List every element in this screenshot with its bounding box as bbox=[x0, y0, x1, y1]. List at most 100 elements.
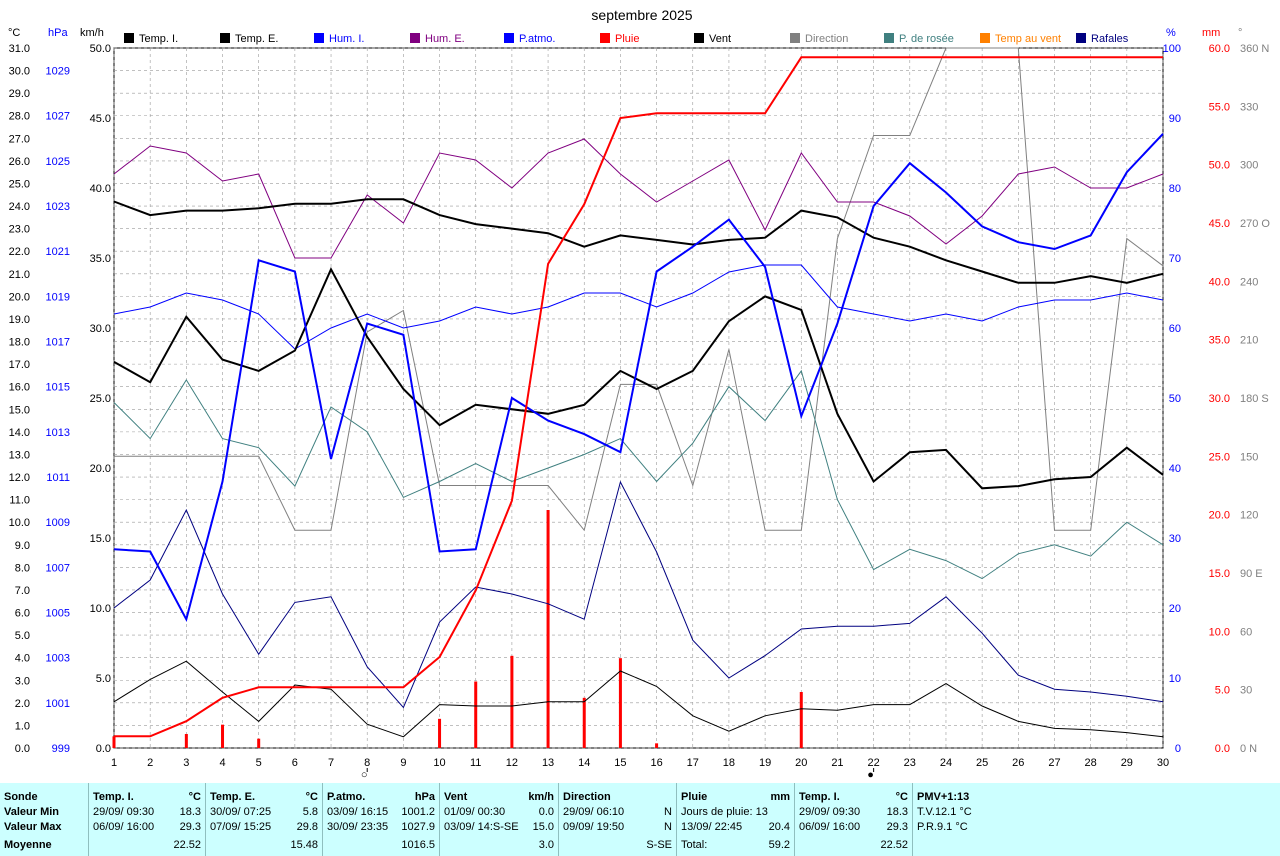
stats-tempi2-max-val: 29.3 bbox=[886, 821, 908, 833]
legend-label: Hum. E. bbox=[425, 33, 465, 45]
rain-tick-label: 55.0 bbox=[1209, 101, 1230, 113]
stats-tempi-min-val: 18.3 bbox=[179, 806, 201, 818]
stats-tempe-max-val: 29.8 bbox=[296, 821, 318, 833]
rain-tick-label: 45.0 bbox=[1209, 218, 1230, 230]
hum-tick-label: 60 bbox=[1169, 323, 1181, 335]
temp-tick-label: 29.0 bbox=[9, 88, 30, 100]
legend-swatch bbox=[314, 33, 324, 43]
day-tick-label: 5 bbox=[256, 757, 262, 769]
stats-tempe-avg: 15.48 bbox=[290, 839, 318, 851]
day-tick-label: 13 bbox=[542, 757, 554, 769]
temp-tick-label: 6.0 bbox=[15, 608, 30, 620]
rain-tick-label: 60.0 bbox=[1209, 43, 1230, 55]
legend-label: P. de rosée bbox=[899, 33, 954, 45]
stats-direction-max-val: N bbox=[664, 821, 672, 833]
dir-tick-label: 300 bbox=[1240, 160, 1258, 172]
rain-axis: 60.0 55.0 50.0 45.0 40.0 35.0 30.0 25.0 20.0 15.0… bbox=[1209, 43, 1230, 755]
series-line-p-de-ros-e bbox=[113, 369, 1164, 580]
rain-tick-label: 5.0 bbox=[1215, 685, 1230, 697]
day-tick-label: 30 bbox=[1157, 757, 1169, 769]
dir-tick-label: 90 E bbox=[1240, 568, 1263, 580]
rain-tick-label: 15.0 bbox=[1209, 568, 1230, 580]
day-tick-label: 29 bbox=[1121, 757, 1133, 769]
stats-label-max: Valeur Max bbox=[4, 821, 62, 833]
wind-tick-label: 40.0 bbox=[90, 183, 111, 195]
series-line-hum-i bbox=[113, 264, 1164, 350]
hum-tick-label: 20 bbox=[1169, 603, 1181, 615]
legend-label: Pluie bbox=[615, 33, 639, 45]
wind-tick-label: 30.0 bbox=[90, 323, 111, 335]
stats-vent-min-date: 01/09/ 00:30 bbox=[444, 806, 506, 818]
temp-tick-label: 19.0 bbox=[9, 314, 30, 326]
day-tick-label: 9 bbox=[400, 757, 406, 769]
legend-swatch bbox=[1076, 33, 1086, 43]
rain-tick-label: 10.0 bbox=[1209, 626, 1230, 638]
chart-legend: Temp. I. Temp. E. Hum. I. Hum. E. P.atmo. Plu… bbox=[124, 33, 1129, 45]
stats-col-tempe: Temp. E. °C 30/09/ 07:25 5.8 07/09/ 15:25 2… bbox=[206, 783, 323, 856]
temp-tick-label: 12.0 bbox=[9, 472, 30, 484]
stats-vent-header: Vent bbox=[444, 791, 468, 803]
series-line-hum-e bbox=[113, 138, 1164, 259]
press-tick-label: 1017 bbox=[46, 337, 70, 349]
legend-swatch bbox=[790, 33, 800, 43]
stats-pluie-unit: mm bbox=[770, 791, 790, 803]
day-tick-label: 12 bbox=[506, 757, 518, 769]
wind-tick-label: 20.0 bbox=[90, 463, 111, 475]
rain-bar bbox=[438, 718, 442, 748]
stats-tempi-avg: 22.52 bbox=[173, 839, 201, 851]
stats-col-direction: Direction 29/09/ 06:10 N 09/09/ 19:50 N S-… bbox=[559, 783, 677, 856]
rain-tick-label: 35.0 bbox=[1209, 335, 1230, 347]
dir-tick-label: 150 bbox=[1240, 451, 1258, 463]
wind-axis: 50.0 45.0 40.0 35.0 30.0 25.0 20.0 15.0 10.0 5.0 0… bbox=[90, 43, 111, 755]
wind-tick-label: 50.0 bbox=[90, 43, 111, 55]
series-line-temp-i bbox=[113, 198, 1164, 284]
stats-pluie-max-val: 20.4 bbox=[768, 821, 790, 833]
day-tick-label: 22 bbox=[867, 757, 879, 769]
temp-tick-label: 0.0 bbox=[15, 743, 30, 755]
press-tick-label: 1021 bbox=[46, 246, 70, 258]
wind-tick-label: 35.0 bbox=[90, 253, 111, 265]
stats-patmo-min-date: 03/09/ 16:15 bbox=[327, 806, 389, 818]
hum-tick-label: 50 bbox=[1169, 393, 1181, 405]
rain-bar bbox=[618, 658, 622, 748]
series-line-p-atmo bbox=[113, 133, 1164, 623]
legend-label: P.atmo. bbox=[519, 33, 556, 45]
rain-bar bbox=[184, 734, 188, 748]
rain-tick-label: 0.0 bbox=[1215, 743, 1230, 755]
temp-tick-label: 8.0 bbox=[15, 562, 30, 574]
stats-vent-min-val: 0.0 bbox=[538, 806, 554, 818]
stats-col-patmo: P.atmo. hPa 03/09/ 16:15 1001.2 30/09/ 23:… bbox=[323, 783, 440, 856]
moon-phase-marks: ○ ● bbox=[361, 768, 875, 781]
stats-direction-min-val: N bbox=[664, 806, 672, 818]
stats-patmo-unit: hPa bbox=[414, 791, 435, 803]
press-tick-label: 1015 bbox=[46, 382, 70, 394]
stats-tempi2-unit: °C bbox=[895, 791, 908, 803]
temp-unit-label: °C bbox=[8, 27, 20, 39]
legend-label: Temp au vent bbox=[995, 33, 1061, 45]
day-tick-label: 15 bbox=[614, 757, 626, 769]
day-tick-label: 19 bbox=[759, 757, 771, 769]
press-unit-label: hPa bbox=[48, 27, 68, 39]
stats-pmv-pr: P.R.9.1 °C bbox=[917, 821, 968, 833]
temp-tick-label: 20.0 bbox=[9, 291, 30, 303]
stats-pluie-total: 59.2 bbox=[768, 839, 790, 851]
dir-tick-label: 270 O bbox=[1240, 218, 1270, 230]
dir-tick-label: 0 N bbox=[1240, 743, 1257, 755]
temp-tick-label: 14.0 bbox=[9, 427, 30, 439]
stats-direction-avg: S-SE bbox=[646, 839, 672, 851]
stats-pluie-total-label: Total: bbox=[681, 839, 708, 851]
day-tick-label: 18 bbox=[723, 757, 735, 769]
temp-tick-label: 27.0 bbox=[9, 133, 30, 145]
wind-unit-label: km/h bbox=[80, 27, 104, 39]
day-tick-label: 8 bbox=[364, 757, 370, 769]
legend-label: Temp. E. bbox=[235, 33, 278, 45]
stats-patmo-header: P.atmo. bbox=[327, 791, 366, 803]
stats-pluie-days: Jours de pluie: 13 bbox=[681, 806, 768, 818]
day-tick-label: 6 bbox=[292, 757, 298, 769]
hum-tick-label: 0 bbox=[1175, 743, 1181, 755]
stats-tempi2-min-val: 18.3 bbox=[886, 806, 908, 818]
temp-tick-label: 23.0 bbox=[9, 224, 30, 236]
dir-tick-label: 210 bbox=[1240, 335, 1258, 347]
series-line-vent bbox=[113, 660, 1164, 738]
